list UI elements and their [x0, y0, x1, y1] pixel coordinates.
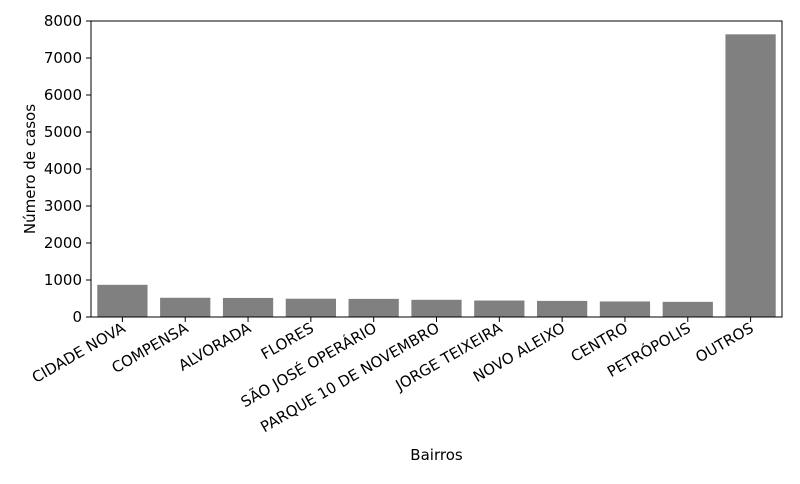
- bar-2: [222, 297, 274, 317]
- y-tick-label-6: 6000: [44, 86, 82, 104]
- y-tick-label-8: 8000: [44, 12, 82, 30]
- y-tick-label-3: 3000: [44, 197, 82, 215]
- x-tick-label-10: OUTROS: [692, 319, 756, 366]
- bar-3: [285, 298, 336, 317]
- y-axis-ticks: 0 1000 2000 3000 4000 5000 6000 7000 8000: [44, 12, 91, 326]
- bar-9: [662, 301, 713, 317]
- bar-5: [411, 299, 462, 317]
- x-tick-label-6: JORGE TEIXEIRA: [392, 319, 506, 395]
- plot-frame: [90, 20, 783, 318]
- y-tick-label-2: 2000: [44, 234, 82, 252]
- y-tick-label-1: 1000: [44, 271, 82, 289]
- bar-8: [599, 301, 651, 317]
- y-tick-label-5: 5000: [44, 123, 82, 141]
- y-axis-label: Número de casos: [21, 104, 39, 234]
- y-tick-label-0: 0: [72, 308, 82, 326]
- bars-layer: [97, 34, 776, 317]
- x-tick-label-2: ALVORADA: [175, 319, 254, 375]
- y-tick-label-4: 4000: [44, 160, 82, 178]
- bar-6: [474, 300, 525, 317]
- y-tick-label-7: 7000: [44, 49, 82, 67]
- x-axis-label: Bairros: [410, 446, 463, 464]
- bar-4: [348, 298, 399, 317]
- bar-0: [97, 284, 148, 317]
- bar-1: [160, 297, 211, 317]
- bar-10: [725, 34, 776, 317]
- x-tick-label-0: CIDADE NOVA: [29, 319, 129, 387]
- bar-7: [537, 300, 588, 317]
